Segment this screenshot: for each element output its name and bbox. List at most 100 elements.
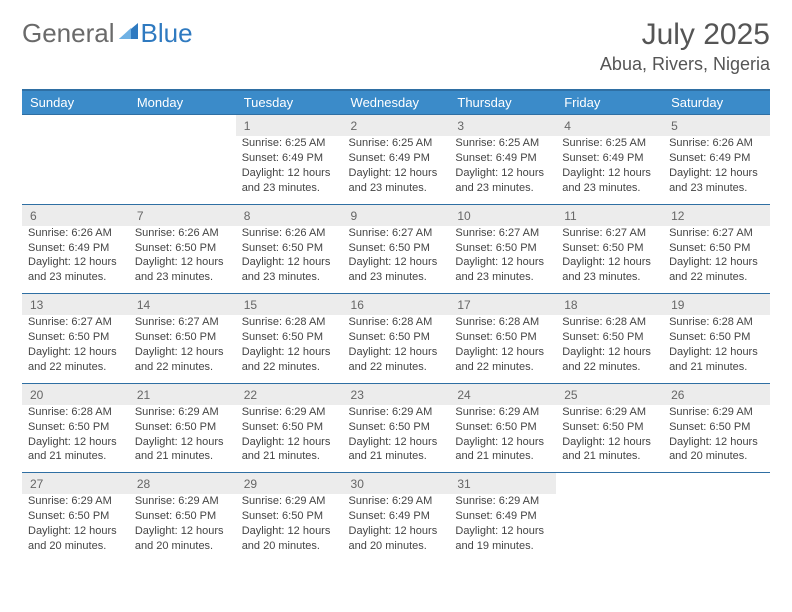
day-number: 4	[564, 119, 571, 133]
info-row: Sunrise: 6:27 AMSunset: 6:50 PMDaylight:…	[22, 315, 770, 383]
daynum-row: 20212223242526	[22, 383, 770, 405]
day-ss: Sunset: 6:50 PM	[455, 241, 550, 256]
day-info-cell: Sunrise: 6:29 AMSunset: 6:50 PMDaylight:…	[236, 494, 343, 561]
day-sr: Sunrise: 6:29 AM	[135, 494, 230, 509]
day-ss: Sunset: 6:50 PM	[242, 330, 337, 345]
day-d2: and 22 minutes.	[349, 360, 444, 375]
day-ss: Sunset: 6:49 PM	[28, 241, 123, 256]
day-number-cell: 13	[22, 294, 129, 316]
day-sr: Sunrise: 6:28 AM	[349, 315, 444, 330]
day-ss: Sunset: 6:50 PM	[242, 241, 337, 256]
day-info-cell: Sunrise: 6:27 AMSunset: 6:50 PMDaylight:…	[449, 226, 556, 294]
day-ss: Sunset: 6:50 PM	[455, 420, 550, 435]
day-number-cell	[663, 473, 770, 495]
day-number: 17	[457, 298, 470, 312]
day-sr: Sunrise: 6:27 AM	[669, 226, 764, 241]
day-info-cell: Sunrise: 6:25 AMSunset: 6:49 PMDaylight:…	[449, 136, 556, 204]
day-number: 10	[457, 209, 470, 223]
day-ss: Sunset: 6:50 PM	[28, 420, 123, 435]
day-d1: Daylight: 12 hours	[242, 524, 337, 539]
day-d2: and 20 minutes.	[135, 539, 230, 554]
day-info-cell: Sunrise: 6:29 AMSunset: 6:50 PMDaylight:…	[449, 405, 556, 473]
day-d1: Daylight: 12 hours	[455, 166, 550, 181]
day-ss: Sunset: 6:49 PM	[455, 151, 550, 166]
day-d2: and 23 minutes.	[242, 270, 337, 285]
day-d1: Daylight: 12 hours	[242, 255, 337, 270]
day-ss: Sunset: 6:50 PM	[669, 241, 764, 256]
day-number-cell: 30	[343, 473, 450, 495]
day-number-cell: 19	[663, 294, 770, 316]
day-sr: Sunrise: 6:29 AM	[242, 494, 337, 509]
day-number: 9	[351, 209, 358, 223]
day-ss: Sunset: 6:50 PM	[455, 330, 550, 345]
day-ss: Sunset: 6:49 PM	[455, 509, 550, 524]
day-number-cell: 17	[449, 294, 556, 316]
day-ss: Sunset: 6:50 PM	[135, 330, 230, 345]
day-d1: Daylight: 12 hours	[349, 345, 444, 360]
info-row: Sunrise: 6:26 AMSunset: 6:49 PMDaylight:…	[22, 226, 770, 294]
day-info-cell: Sunrise: 6:25 AMSunset: 6:49 PMDaylight:…	[556, 136, 663, 204]
day-sr: Sunrise: 6:25 AM	[562, 136, 657, 151]
day-sr: Sunrise: 6:29 AM	[669, 405, 764, 420]
day-sr: Sunrise: 6:27 AM	[135, 315, 230, 330]
day-d2: and 23 minutes.	[28, 270, 123, 285]
day-number: 25	[564, 388, 577, 402]
day-d1: Daylight: 12 hours	[669, 345, 764, 360]
day-number-cell: 5	[663, 115, 770, 137]
day-sr: Sunrise: 6:25 AM	[242, 136, 337, 151]
day-number: 16	[351, 298, 364, 312]
col-tue: Tuesday	[236, 90, 343, 115]
day-ss: Sunset: 6:49 PM	[349, 151, 444, 166]
day-info-cell: Sunrise: 6:29 AMSunset: 6:50 PMDaylight:…	[129, 405, 236, 473]
day-sr: Sunrise: 6:27 AM	[349, 226, 444, 241]
day-number-cell: 20	[22, 383, 129, 405]
day-info-cell: Sunrise: 6:26 AMSunset: 6:49 PMDaylight:…	[663, 136, 770, 204]
day-number: 22	[244, 388, 257, 402]
day-d2: and 21 minutes.	[562, 449, 657, 464]
day-d2: and 20 minutes.	[28, 539, 123, 554]
day-d2: and 22 minutes.	[242, 360, 337, 375]
day-info-cell: Sunrise: 6:26 AMSunset: 6:50 PMDaylight:…	[236, 226, 343, 294]
day-number-cell: 21	[129, 383, 236, 405]
day-d2: and 20 minutes.	[669, 449, 764, 464]
brand-right: Blue	[141, 18, 193, 49]
day-ss: Sunset: 6:50 PM	[28, 330, 123, 345]
day-sr: Sunrise: 6:29 AM	[135, 405, 230, 420]
day-d2: and 22 minutes.	[455, 360, 550, 375]
day-d2: and 21 minutes.	[349, 449, 444, 464]
day-info-cell: Sunrise: 6:29 AMSunset: 6:50 PMDaylight:…	[22, 494, 129, 561]
day-d2: and 23 minutes.	[455, 181, 550, 196]
day-info-cell: Sunrise: 6:29 AMSunset: 6:50 PMDaylight:…	[556, 405, 663, 473]
day-info-cell: Sunrise: 6:25 AMSunset: 6:49 PMDaylight:…	[236, 136, 343, 204]
day-info-cell: Sunrise: 6:29 AMSunset: 6:49 PMDaylight:…	[343, 494, 450, 561]
day-sr: Sunrise: 6:26 AM	[669, 136, 764, 151]
day-number-cell: 25	[556, 383, 663, 405]
day-info-cell: Sunrise: 6:29 AMSunset: 6:49 PMDaylight:…	[449, 494, 556, 561]
daynum-row: 12345	[22, 115, 770, 137]
day-sr: Sunrise: 6:28 AM	[669, 315, 764, 330]
col-thu: Thursday	[449, 90, 556, 115]
day-sr: Sunrise: 6:28 AM	[242, 315, 337, 330]
day-d1: Daylight: 12 hours	[28, 255, 123, 270]
day-d1: Daylight: 12 hours	[669, 255, 764, 270]
day-d2: and 23 minutes.	[562, 181, 657, 196]
day-sr: Sunrise: 6:29 AM	[242, 405, 337, 420]
day-info-cell	[22, 136, 129, 204]
day-ss: Sunset: 6:50 PM	[135, 420, 230, 435]
day-number-cell: 29	[236, 473, 343, 495]
day-info-cell: Sunrise: 6:25 AMSunset: 6:49 PMDaylight:…	[343, 136, 450, 204]
day-d2: and 22 minutes.	[669, 270, 764, 285]
day-number-cell: 3	[449, 115, 556, 137]
day-ss: Sunset: 6:49 PM	[242, 151, 337, 166]
day-d1: Daylight: 12 hours	[28, 435, 123, 450]
day-number: 8	[244, 209, 251, 223]
day-d1: Daylight: 12 hours	[135, 435, 230, 450]
title-block: July 2025 Abua, Rivers, Nigeria	[600, 18, 770, 75]
day-number: 31	[457, 477, 470, 491]
day-number-cell: 14	[129, 294, 236, 316]
day-number-cell: 24	[449, 383, 556, 405]
day-d1: Daylight: 12 hours	[669, 166, 764, 181]
day-ss: Sunset: 6:50 PM	[242, 509, 337, 524]
day-number-cell: 12	[663, 204, 770, 226]
day-sr: Sunrise: 6:27 AM	[562, 226, 657, 241]
